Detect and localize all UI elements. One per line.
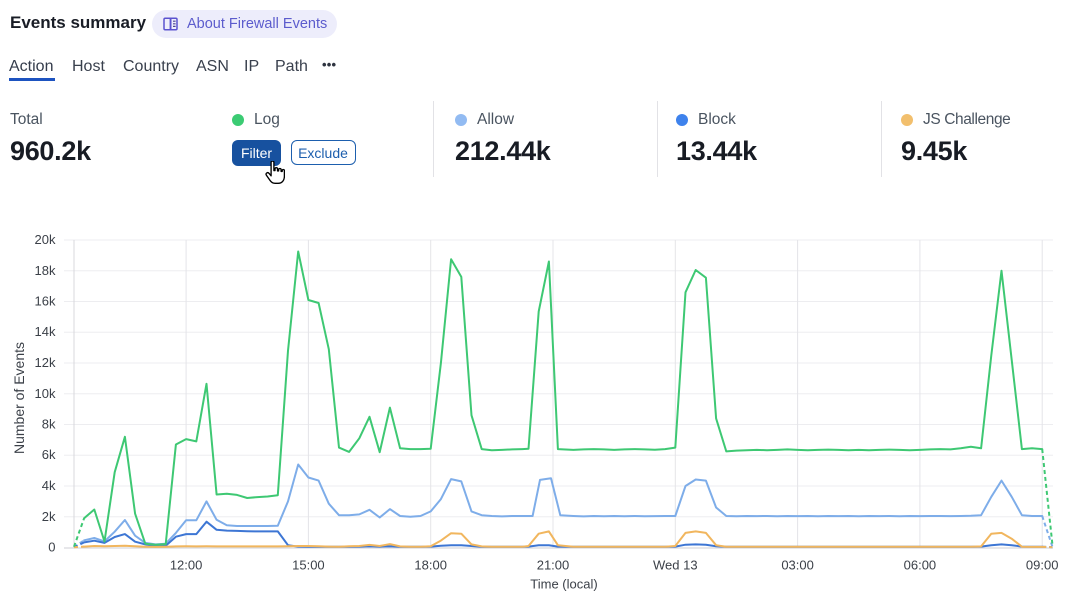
svg-text:4k: 4k	[42, 478, 56, 493]
svg-text:8k: 8k	[42, 417, 56, 432]
svg-text:12k: 12k	[35, 355, 56, 370]
svg-text:6k: 6k	[42, 447, 56, 462]
svg-text:18:00: 18:00	[414, 558, 447, 573]
svg-text:03:00: 03:00	[781, 558, 814, 573]
svg-text:2k: 2k	[42, 509, 56, 524]
svg-text:Number of Events: Number of Events	[11, 342, 27, 454]
svg-text:16k: 16k	[35, 294, 56, 309]
svg-text:14k: 14k	[35, 324, 56, 339]
svg-text:0: 0	[48, 540, 55, 555]
svg-text:18k: 18k	[35, 263, 56, 278]
svg-text:15:00: 15:00	[292, 558, 325, 573]
svg-text:09:00: 09:00	[1026, 558, 1059, 573]
svg-text:10k: 10k	[35, 386, 56, 401]
svg-text:Time (local): Time (local)	[530, 577, 597, 592]
svg-text:20k: 20k	[35, 232, 56, 247]
svg-text:06:00: 06:00	[904, 558, 937, 573]
svg-text:12:00: 12:00	[170, 558, 203, 573]
svg-text:21:00: 21:00	[537, 558, 570, 573]
svg-text:Wed 13: Wed 13	[653, 558, 698, 573]
